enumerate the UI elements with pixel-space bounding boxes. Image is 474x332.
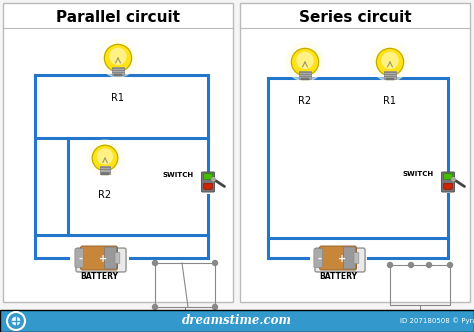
Circle shape xyxy=(286,43,324,81)
Circle shape xyxy=(376,48,403,76)
FancyBboxPatch shape xyxy=(204,183,212,189)
Circle shape xyxy=(212,304,218,309)
Circle shape xyxy=(447,263,453,268)
Text: BATTERY: BATTERY xyxy=(80,272,118,281)
Text: Parallel circuit: Parallel circuit xyxy=(56,10,180,25)
Text: ID 207180508 © Pyrajak: ID 207180508 © Pyrajak xyxy=(400,318,474,324)
Circle shape xyxy=(452,178,455,181)
Text: -: - xyxy=(79,254,83,264)
FancyBboxPatch shape xyxy=(101,173,109,175)
Circle shape xyxy=(104,44,132,72)
Circle shape xyxy=(371,43,409,81)
Circle shape xyxy=(212,261,218,266)
FancyBboxPatch shape xyxy=(240,3,470,302)
Circle shape xyxy=(409,263,413,268)
FancyBboxPatch shape xyxy=(319,246,356,270)
Circle shape xyxy=(292,48,319,76)
FancyBboxPatch shape xyxy=(115,253,120,264)
FancyBboxPatch shape xyxy=(385,78,394,80)
Circle shape xyxy=(212,178,215,181)
FancyBboxPatch shape xyxy=(314,249,322,267)
Text: SWITCH: SWITCH xyxy=(163,172,194,178)
Text: Series circuit: Series circuit xyxy=(299,10,411,25)
Circle shape xyxy=(12,317,20,325)
FancyBboxPatch shape xyxy=(75,249,83,267)
FancyBboxPatch shape xyxy=(315,248,365,272)
FancyBboxPatch shape xyxy=(301,78,310,80)
FancyBboxPatch shape xyxy=(204,173,212,179)
Text: R1: R1 xyxy=(111,93,125,103)
Text: +: + xyxy=(338,254,346,264)
Text: dreamstime.com: dreamstime.com xyxy=(182,314,292,327)
Circle shape xyxy=(153,261,157,266)
Circle shape xyxy=(427,263,431,268)
Circle shape xyxy=(153,304,157,309)
Text: R2: R2 xyxy=(299,96,311,106)
Circle shape xyxy=(87,140,123,176)
Text: SWITCH: SWITCH xyxy=(403,171,434,177)
Text: BATTERY: BATTERY xyxy=(319,272,357,281)
FancyBboxPatch shape xyxy=(76,248,126,272)
FancyBboxPatch shape xyxy=(0,310,474,332)
FancyBboxPatch shape xyxy=(3,3,233,302)
Circle shape xyxy=(388,263,392,268)
Circle shape xyxy=(110,48,126,64)
FancyBboxPatch shape xyxy=(81,246,118,270)
FancyBboxPatch shape xyxy=(384,71,396,79)
FancyBboxPatch shape xyxy=(344,247,356,269)
FancyBboxPatch shape xyxy=(112,67,124,75)
FancyBboxPatch shape xyxy=(300,71,310,79)
FancyBboxPatch shape xyxy=(444,173,452,179)
FancyBboxPatch shape xyxy=(100,166,110,174)
Circle shape xyxy=(92,145,118,171)
Text: -: - xyxy=(318,254,322,264)
FancyBboxPatch shape xyxy=(441,172,455,192)
Text: +: + xyxy=(100,254,108,264)
Text: R1: R1 xyxy=(383,96,396,106)
FancyBboxPatch shape xyxy=(201,172,215,192)
Circle shape xyxy=(382,52,398,68)
FancyBboxPatch shape xyxy=(113,74,122,76)
Circle shape xyxy=(297,52,313,68)
Text: R2: R2 xyxy=(99,190,111,200)
Circle shape xyxy=(99,39,137,77)
FancyBboxPatch shape xyxy=(105,247,117,269)
FancyBboxPatch shape xyxy=(354,253,359,264)
Circle shape xyxy=(98,149,112,164)
FancyBboxPatch shape xyxy=(444,183,452,189)
